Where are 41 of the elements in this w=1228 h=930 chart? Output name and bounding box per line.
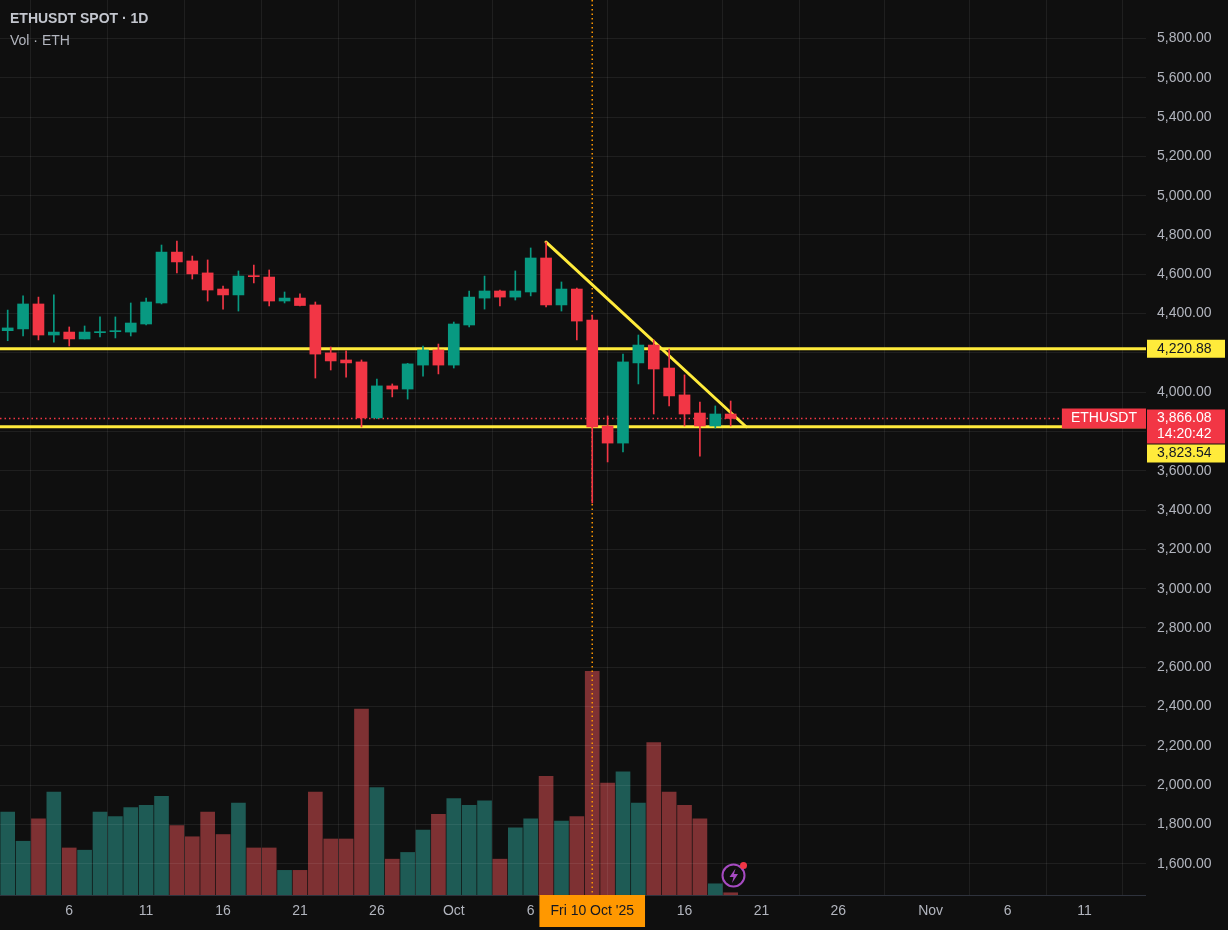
y-tick-label: 2,000.00 [1157, 776, 1212, 793]
y-tick-label: 2,800.00 [1157, 618, 1212, 635]
x-tick-label: Oct [442, 902, 465, 919]
x-tick-label: 26 [830, 902, 847, 919]
ref-line-label: 3,823.54 [1157, 444, 1212, 461]
text: 3,866.08 [1157, 409, 1212, 426]
y-tick-label: 3,600.00 [1157, 461, 1212, 478]
y-tick-label: 2,600.00 [1157, 658, 1212, 675]
x-tick-label: Nov [918, 902, 944, 919]
y-tick-label: 1,800.00 [1157, 815, 1212, 832]
y-tick-label: 5,800.00 [1157, 29, 1212, 46]
x-tick-label: 16 [215, 902, 232, 919]
y-tick-label: 1,600.00 [1157, 854, 1212, 871]
y-tick-label: 5,200.00 [1157, 147, 1212, 164]
y-tick-label: 2,400.00 [1157, 697, 1212, 714]
y-tick-label: 4,000.00 [1157, 383, 1212, 400]
y-tick-label: 5,600.00 [1157, 68, 1212, 85]
y-tick-label: 2,200.00 [1157, 736, 1212, 753]
x-tick-label: 26 [369, 902, 385, 919]
text: Vol · ETH [10, 32, 70, 49]
y-tick-label: 4,800.00 [1157, 225, 1212, 242]
x-tick-label: 16 [676, 902, 693, 919]
x-tick-label: 11 [1077, 902, 1092, 919]
y-tick-label: 4,600.00 [1157, 265, 1212, 282]
ref-line-label: ETHUSDT [1070, 409, 1138, 426]
text: ETHUSDT SPOT · 1D [10, 10, 149, 27]
x-tick-label: 6 [65, 902, 74, 919]
y-tick-label: 3,200.00 [1157, 540, 1212, 557]
ref-line-label: 4,220.88 [1157, 339, 1212, 356]
y-tick-label: 5,000.00 [1157, 186, 1212, 203]
ref-line-label: Fri 10 Oct '25 [550, 901, 635, 918]
x-tick-label: 6 [526, 902, 535, 919]
x-tick-label: 6 [1003, 902, 1012, 919]
y-tick-label: 3,000.00 [1157, 579, 1212, 596]
y-tick-label: 3,400.00 [1157, 500, 1212, 517]
x-tick-label: 21 [753, 902, 770, 919]
x-tick-label: 11 [138, 902, 154, 919]
y-tick-label: 4,400.00 [1157, 304, 1212, 321]
text: 14:20:42 [1157, 425, 1212, 442]
y-tick-label: 5,400.00 [1157, 107, 1212, 124]
x-tick-label: 21 [292, 902, 308, 919]
